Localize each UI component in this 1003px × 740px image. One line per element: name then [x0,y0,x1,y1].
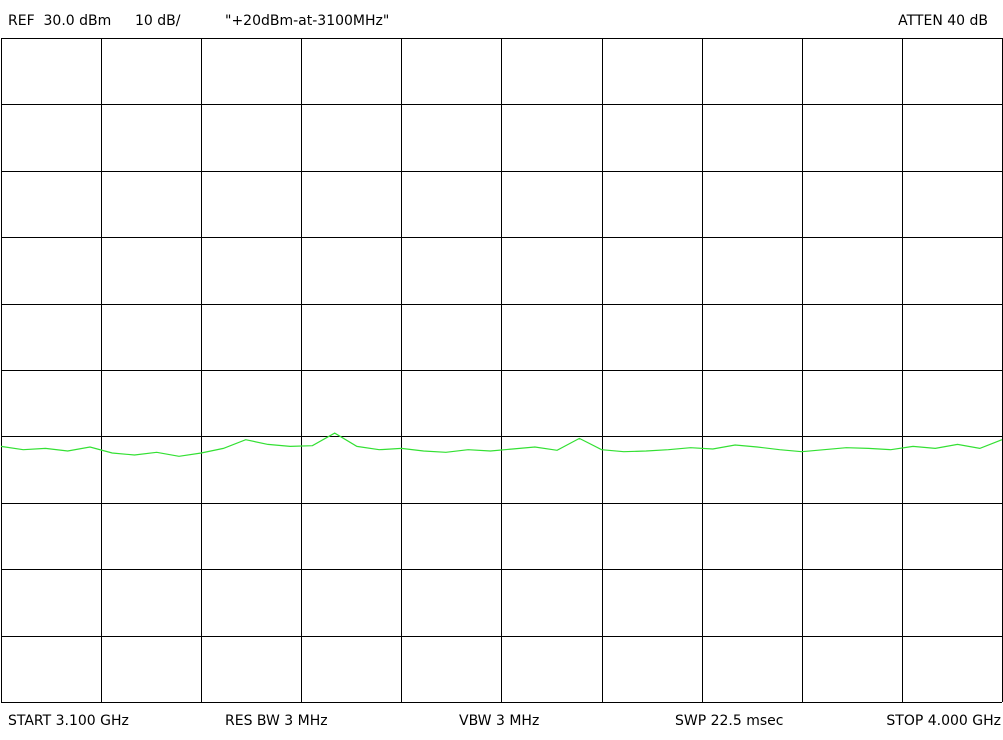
vbw-label: VBW 3 MHz [459,713,539,729]
attenuation-label: ATTEN 40 dB [898,13,988,29]
reference-label: REF 30.0 dBm [8,13,111,29]
rbw-label: RES BW 3 MHz [225,713,328,729]
stop-label: STOP 4.000 GHz [886,713,1001,729]
scale-label: 10 dB/ [135,13,181,29]
trace [0,432,1003,457]
chart-title: "+20dBm-at-3100MHz" [225,13,389,29]
sweep-label: SWP 22.5 msec [675,713,784,729]
start-label: START 3.100 GHz [8,713,129,729]
